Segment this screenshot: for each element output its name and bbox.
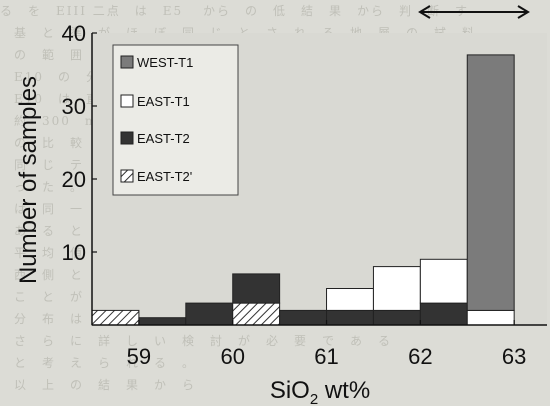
bar-east-t2-	[91, 309, 140, 326]
bar-west-t1	[466, 54, 515, 311]
arrow-right-head	[517, 5, 530, 19]
legend-swatch	[120, 169, 134, 183]
y-tick-label: 30	[62, 94, 86, 119]
legend-label: EAST-T1	[137, 94, 190, 109]
bar-east-t2	[185, 302, 234, 326]
legend-swatch	[120, 94, 134, 108]
x-tick-label: 63	[502, 344, 526, 369]
background-text-line: 以 上 の 結 果 か ら	[0, 378, 197, 392]
legend-swatch	[120, 55, 134, 69]
bar-east-t1	[372, 266, 421, 311]
bar-east-t2	[279, 309, 328, 326]
arrow-left-head	[418, 5, 431, 19]
y-tick-label: 10	[62, 240, 86, 265]
y-axis-label: Number of samples	[15, 76, 42, 284]
x-axis-label-subscript: 2	[310, 391, 318, 406]
bar-east-t1	[466, 309, 515, 326]
legend-swatch	[120, 131, 134, 145]
legend-label: WEST-T1	[137, 55, 193, 70]
bar-east-t2-	[232, 302, 281, 326]
x-tick-label: 60	[220, 344, 244, 369]
legend-box	[112, 44, 239, 196]
background-text-line: さ ら に 詳 し い 検 討 が 必 要 で あ る	[0, 334, 393, 348]
background-text-line: る を EIII 二点 は E5 から の 低 結 果 から 判 断 す	[0, 4, 470, 18]
x-axis-label-unit: wt%	[318, 377, 370, 404]
y-tick-label: 20	[62, 167, 86, 192]
bar-east-t1	[326, 288, 374, 311]
bar-east-t2	[419, 302, 468, 326]
bar-east-t2	[138, 317, 187, 326]
x-axis-label: SiO2 wt%	[270, 377, 370, 406]
x-tick-label: 59	[127, 344, 151, 369]
bar-east-t1	[419, 258, 468, 304]
x-axis-label-main: SiO	[270, 377, 310, 404]
x-tick-label: 62	[408, 344, 432, 369]
bar-east-t2	[372, 309, 421, 326]
y-tick-label: 40	[62, 21, 86, 46]
bar-east-t2	[232, 273, 281, 304]
legend-label: EAST-T2	[137, 131, 190, 146]
bar-east-t2	[326, 309, 374, 326]
x-tick-label: 61	[314, 344, 338, 369]
legend-label: EAST-T2'	[137, 169, 192, 184]
background-text-line: と 考 え ら れ る 。	[0, 356, 197, 370]
